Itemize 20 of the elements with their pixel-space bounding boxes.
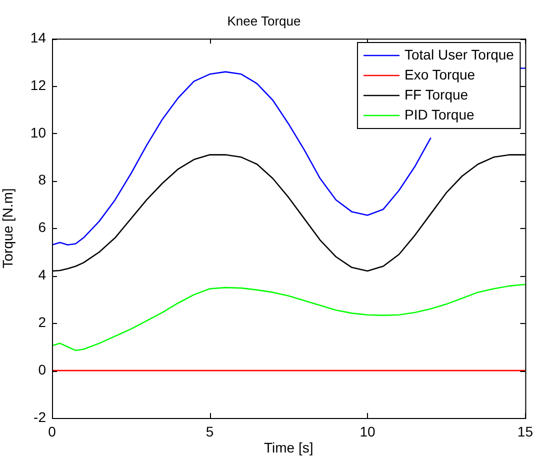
legend-label: FF Torque — [404, 86, 468, 102]
y-tick-label: 12 — [30, 76, 46, 93]
x-tick-label: 10 — [360, 423, 376, 440]
x-tick-label: 15 — [517, 423, 534, 440]
y-tick-label: 14 — [30, 29, 46, 46]
x-axis-title: Time [s] — [264, 439, 314, 456]
legend-label: Total User Torque — [404, 46, 514, 62]
legend-label: PID Torque — [404, 106, 474, 122]
y-tick-label: 2 — [38, 314, 46, 330]
y-tick-label: 8 — [38, 172, 46, 188]
x-tick-label: 0 — [48, 423, 56, 440]
y-tick-label: -2 — [34, 408, 46, 425]
legend-label: Exo Torque — [404, 66, 476, 82]
y-tick-label: 0 — [38, 361, 46, 378]
x-tick-label: 5 — [206, 423, 214, 440]
y-tick-label: 10 — [30, 124, 46, 140]
y-tick-label: 6 — [38, 219, 46, 236]
chart-title: Knee Torque — [227, 13, 301, 28]
y-tick-label: 4 — [38, 266, 46, 283]
y-axis-title: Torque [N.m] — [0, 188, 16, 268]
